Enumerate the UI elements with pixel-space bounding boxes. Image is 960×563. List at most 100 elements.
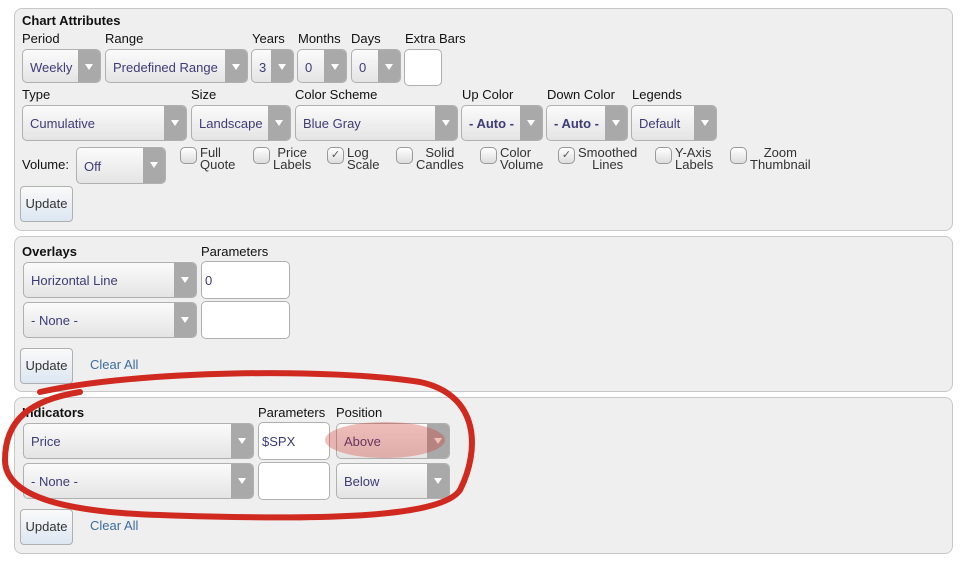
- range-value: Predefined Range: [113, 60, 218, 75]
- checkbox-icon[interactable]: [396, 147, 413, 164]
- chevron-down-icon: [231, 424, 253, 458]
- range-select[interactable]: Predefined Range: [105, 49, 248, 83]
- indicator-position-select-2[interactable]: Below: [336, 463, 450, 499]
- indicators-parameters-label: Parameters: [258, 405, 326, 420]
- checkbox-label: Zoom Thumbnail: [750, 145, 811, 172]
- checkbox-icon[interactable]: [730, 147, 747, 164]
- checkbox-option[interactable]: Zoom Thumbnail: [730, 145, 811, 172]
- checkbox-label: Color Volume: [500, 145, 544, 172]
- checkbox-label-line2: Volume: [500, 157, 544, 172]
- period-label: Period: [22, 31, 60, 46]
- checkbox-label-line2: Lines: [592, 157, 624, 172]
- indicator-select-1[interactable]: Price: [23, 423, 254, 459]
- volume-label: Volume:: [22, 157, 69, 172]
- years-label: Years: [252, 31, 285, 46]
- volume-select[interactable]: Off: [76, 147, 166, 184]
- period-value: Weekly: [30, 60, 73, 75]
- legends-select[interactable]: Default: [631, 105, 717, 141]
- indicator-position-select-1[interactable]: Above: [336, 423, 450, 459]
- checkbox-label-line1: Y-Axis: [675, 145, 712, 160]
- chevron-down-icon: [143, 148, 165, 183]
- checkbox-icon[interactable]: [253, 147, 270, 164]
- chevron-down-icon: [268, 106, 290, 140]
- checkbox-label-line2: Labels: [273, 157, 312, 172]
- chevron-down-icon: [78, 50, 100, 82]
- indicators-update-button[interactable]: Update: [20, 509, 73, 545]
- size-select[interactable]: Landscape: [191, 105, 291, 141]
- checkbox-icon[interactable]: [655, 147, 672, 164]
- indicator-value: Price: [31, 434, 61, 449]
- checkbox-option[interactable]: Color Volume: [480, 145, 544, 172]
- checkbox-label-line2: Scale: [347, 157, 380, 172]
- down-color-value: - Auto -: [554, 116, 599, 131]
- checkbox-label-line1: Zoom: [763, 145, 797, 160]
- months-select[interactable]: 0: [297, 49, 347, 83]
- checkbox-label: Solid Candles: [416, 145, 464, 172]
- chevron-down-icon: [694, 106, 716, 140]
- checkmark-icon[interactable]: ✓: [558, 147, 575, 164]
- indicator-param-input-2[interactable]: [258, 462, 330, 500]
- volume-value: Off: [84, 159, 102, 174]
- checkbox-label-line2: Quote: [200, 157, 236, 172]
- color-scheme-value: Blue Gray: [303, 116, 361, 131]
- days-select[interactable]: 0: [351, 49, 401, 83]
- up-color-value: - Auto -: [469, 116, 514, 131]
- checkbox-icon[interactable]: [180, 147, 197, 164]
- checkbox-option[interactable]: ✓ Log Scale: [327, 146, 380, 172]
- chevron-down-icon: [520, 106, 542, 140]
- years-value: 3: [259, 60, 267, 75]
- chevron-down-icon: [605, 106, 627, 140]
- overlays-title: Overlays: [22, 244, 77, 259]
- period-select[interactable]: Weekly: [22, 49, 101, 83]
- checkbox-option[interactable]: Solid Candles: [396, 145, 464, 172]
- overlay-select-1[interactable]: Horizontal Line: [23, 262, 197, 298]
- extra-bars-label: Extra Bars: [405, 31, 466, 46]
- range-label: Range: [105, 31, 144, 46]
- chevron-down-icon: [435, 106, 457, 140]
- months-label: Months: [298, 31, 341, 46]
- chevron-down-icon: [271, 50, 293, 82]
- checkbox-label-line1: Smoothed: [578, 145, 638, 160]
- checkbox-option[interactable]: Full Quote: [180, 146, 236, 172]
- years-select[interactable]: 3: [251, 49, 294, 83]
- checkbox-label-line2: Labels: [675, 157, 714, 172]
- extra-bars-input[interactable]: [404, 49, 442, 86]
- months-value: 0: [305, 60, 313, 75]
- chevron-down-icon: [378, 50, 400, 82]
- position-value: Below: [344, 474, 380, 489]
- checkbox-label-line1: Color: [500, 145, 532, 160]
- checkbox-icon[interactable]: [480, 147, 497, 164]
- type-label: Type: [22, 87, 51, 102]
- indicator-select-2[interactable]: - None -: [23, 463, 254, 499]
- chevron-down-icon: [174, 303, 196, 337]
- overlay-select-2[interactable]: - None -: [23, 302, 197, 338]
- checkbox-option[interactable]: Price Labels: [253, 146, 312, 172]
- chart-update-button[interactable]: Update: [20, 186, 73, 222]
- color-scheme-select[interactable]: Blue Gray: [295, 105, 458, 141]
- checkbox-label: Smoothed Lines: [578, 145, 638, 172]
- checkbox-option[interactable]: Y-Axis Labels: [655, 145, 714, 172]
- checkbox-option[interactable]: ✓ Smoothed Lines: [558, 145, 638, 172]
- overlay-param-input-2[interactable]: [201, 301, 290, 339]
- type-select[interactable]: Cumulative: [22, 105, 187, 141]
- chevron-down-icon: [174, 263, 196, 297]
- checkbox-label: Full Quote: [200, 146, 236, 172]
- legends-label: Legends: [632, 87, 682, 102]
- checkbox-label-line1: Solid: [425, 145, 455, 160]
- up-color-select[interactable]: - Auto -: [461, 105, 543, 141]
- indicator-value: - None -: [31, 474, 78, 489]
- indicator-param-input-1[interactable]: $SPX: [258, 422, 330, 460]
- chevron-down-icon: [164, 106, 186, 140]
- checkbox-label-line2: Thumbnail: [750, 157, 811, 172]
- checkmark-icon[interactable]: ✓: [327, 147, 344, 164]
- indicators-clear-all-link[interactable]: Clear All: [90, 518, 139, 533]
- legends-value: Default: [639, 116, 681, 131]
- overlay-param-input-1[interactable]: 0: [201, 261, 290, 299]
- checkbox-label-line2: Candles: [416, 157, 464, 172]
- days-value: 0: [359, 60, 367, 75]
- overlays-update-button[interactable]: Update: [20, 348, 73, 384]
- overlays-clear-all-link[interactable]: Clear All: [90, 357, 139, 372]
- days-label: Days: [351, 31, 381, 46]
- down-color-select[interactable]: - Auto -: [546, 105, 628, 141]
- overlay-value: - None -: [31, 313, 78, 328]
